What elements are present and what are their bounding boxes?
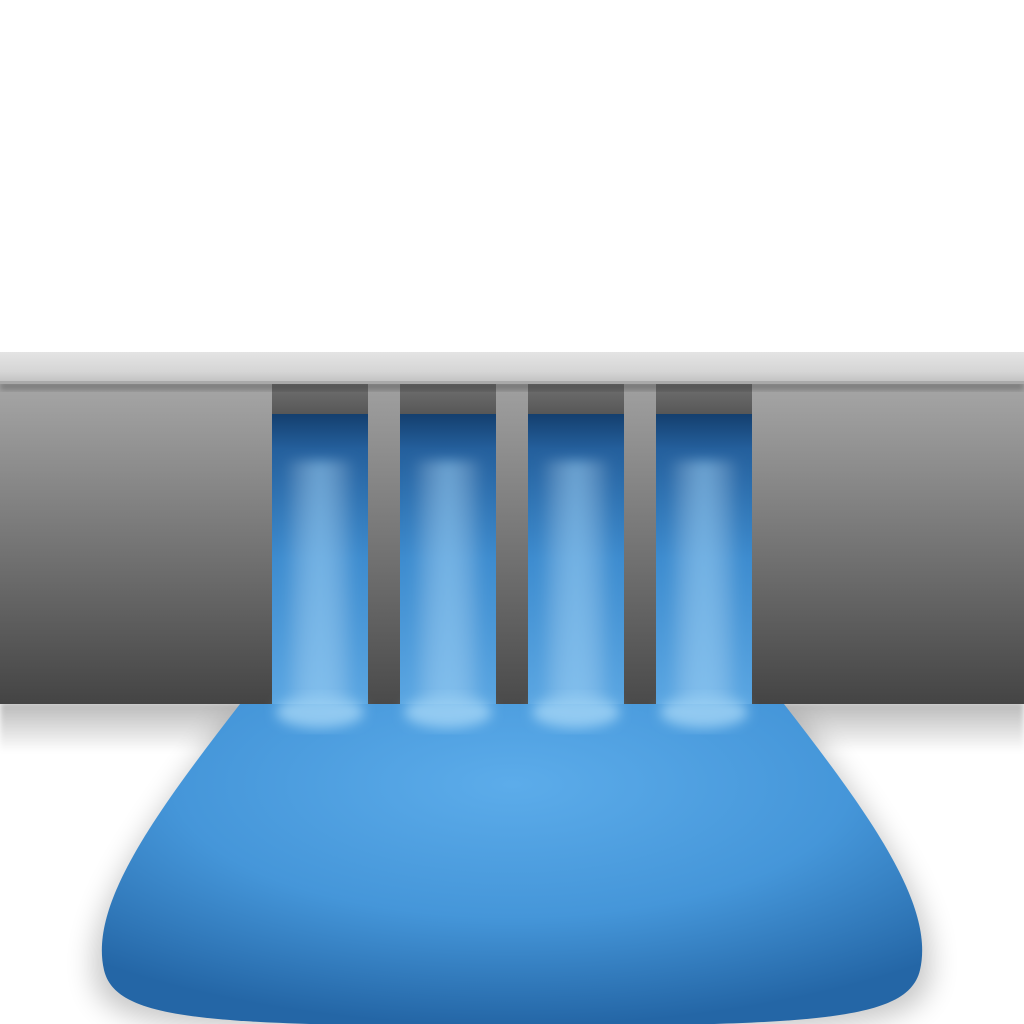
splash [532,696,620,728]
dam-wall-left [0,384,272,704]
spillway-gate [656,384,752,704]
dam-crest [0,352,1024,384]
dam-crest-edge [0,381,1024,384]
water-streak [540,460,612,700]
spillway-gate [272,384,368,704]
crest-shadow [0,382,1024,390]
water-streak [284,460,356,700]
dam-pier [496,384,528,704]
splash-highlights [276,696,748,728]
splash [276,696,364,728]
dam-wall-right [752,384,1024,704]
splash [404,696,492,728]
water-streak [668,460,740,700]
dam-pier [624,384,656,704]
water-pool [101,704,923,1024]
spillway-gate [528,384,624,704]
dam-pier [368,384,400,704]
spillway-gate [400,384,496,704]
water-streak [412,460,484,700]
splash [660,696,748,728]
